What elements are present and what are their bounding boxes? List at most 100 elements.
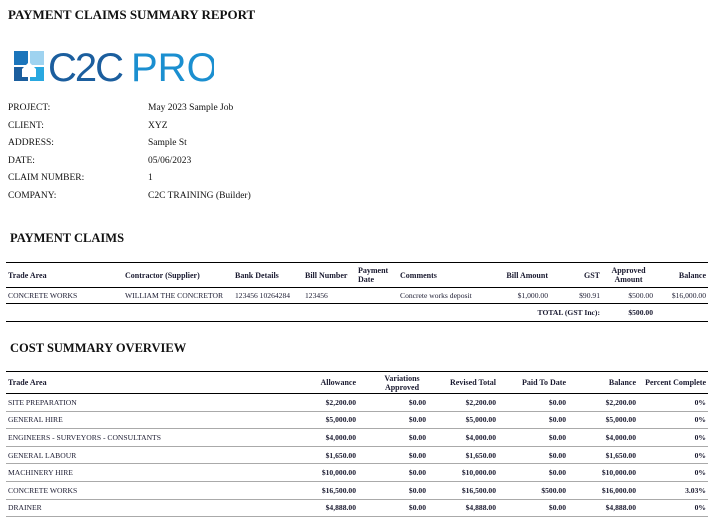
cell: $16,000.00 <box>601 485 636 495</box>
cell: $16,000.00 <box>671 291 706 300</box>
info-value: May 2023 Sample Job <box>148 103 234 113</box>
cell: $4,888.00 <box>605 503 636 513</box>
cell: $0.00 <box>548 503 566 513</box>
cell: SITE PREPARATION <box>8 397 77 407</box>
cell: WILLIAM THE CONCRETOR <box>125 291 224 300</box>
info-row-company: COMPANY: C2C TRAINING (Builder) <box>8 191 251 209</box>
payment-claims-table: Trade Area Contractor (Supplier) Bank De… <box>6 262 708 322</box>
info-value: 1 <box>148 173 153 184</box>
cell: $5,000.00 <box>325 415 356 425</box>
table-header-row: Trade Area Allowance Variations Approved… <box>6 371 708 394</box>
cell: $1,650.00 <box>465 450 496 460</box>
cell: 0% <box>694 468 706 478</box>
cell: $5,000.00 <box>465 415 496 425</box>
cell: $1,650.00 <box>325 450 356 460</box>
col-header: Percent Complete <box>645 378 706 387</box>
payment-claims-heading: PAYMENT CLAIMS <box>10 231 125 245</box>
cell: $10,000.00 <box>461 468 496 478</box>
cell: $500.00 <box>628 291 653 300</box>
cell: $0.00 <box>548 397 566 407</box>
report-info: PROJECT: May 2023 Sample Job CLIENT: XYZ A… <box>8 103 251 209</box>
cell: 0% <box>694 432 706 442</box>
col-header: Trade Area <box>8 270 47 280</box>
cell: $0.00 <box>548 450 566 460</box>
cell: $16,500.00 <box>461 485 496 495</box>
table-header-row: Trade Area Contractor (Supplier) Bank De… <box>6 262 708 288</box>
table-row: DRAINER $4,888.00 $0.00 $4,888.00 $0.00 $4,88… <box>6 499 708 517</box>
cell: $2,200.00 <box>325 397 356 407</box>
table-row: SITE PREPARATION $2,200.00 $0.00 $2,200.00 $… <box>6 394 708 412</box>
cell: $16,500.00 <box>321 485 356 495</box>
cell: $4,888.00 <box>465 503 496 513</box>
cell: $10,000.00 <box>321 468 356 478</box>
cell: $90.91 <box>579 291 600 300</box>
cost-summary-table: Trade Area Allowance Variations Approved… <box>6 371 708 517</box>
cell <box>356 288 398 304</box>
cell: $500.00 <box>541 485 566 495</box>
col-header: Bill Number <box>305 270 348 280</box>
total-value: $500.00 <box>628 308 653 317</box>
cell: $2,200.00 <box>605 397 636 407</box>
col-header: Paid To Date <box>521 378 566 387</box>
col-header: Revised Total <box>449 378 496 387</box>
cell: $0.00 <box>408 415 426 425</box>
table-row: ENGINEERS - SURVEYORS - CONSULTANTS $4,00… <box>6 429 708 447</box>
info-value: XYZ <box>148 120 168 131</box>
info-row-date: DATE: 05/06/2023 <box>8 156 251 174</box>
report-title: PAYMENT CLAIMS SUMMARY REPORT <box>8 7 256 22</box>
info-label: ADDRESS: <box>8 138 54 149</box>
cell: $0.00 <box>548 415 566 425</box>
info-label: CLIENT: <box>8 120 44 131</box>
cell: GENERAL LABOUR <box>8 450 77 460</box>
col-header: Contractor (Supplier) <box>125 270 200 280</box>
cell: $4,000.00 <box>325 432 356 442</box>
cell: 0% <box>694 397 706 407</box>
cell: $0.00 <box>408 432 426 442</box>
cell: $10,000.00 <box>601 468 636 478</box>
col-header: Comments <box>400 270 437 280</box>
table-row: CONCRETE WORKS $16,500.00 $0.00 $16,500.00 $… <box>6 481 708 500</box>
info-row-claim-number: CLAIM NUMBER: 1 <box>8 173 251 191</box>
info-label: COMPANY: <box>8 190 57 201</box>
col-header: Balance <box>678 270 706 280</box>
cell: DRAINER <box>8 503 42 513</box>
cell: $2,200.00 <box>465 397 496 407</box>
info-label: DATE: <box>8 155 35 166</box>
svg-text:PRO: PRO <box>131 47 214 85</box>
svg-text:C2C: C2C <box>48 47 123 85</box>
info-label: CLAIM NUMBER: <box>8 173 85 184</box>
info-label: PROJECT: <box>8 103 51 113</box>
cell: MACHINERY HIRE <box>8 468 73 478</box>
table-row: CONCRETE WORKS WILLIAM THE CONCRETOR 123… <box>6 288 708 304</box>
info-value: Sample St <box>148 138 187 149</box>
cell: $0.00 <box>408 450 426 460</box>
info-row-address: ADDRESS: Sample St <box>8 138 251 156</box>
cell: 3.03% <box>685 485 706 495</box>
col-header: Trade Area <box>8 378 47 387</box>
c2cpro-logo: C2C PRO <box>14 46 218 90</box>
cell: $0.00 <box>408 503 426 513</box>
col-header: Allowance <box>320 378 356 387</box>
cell: $0.00 <box>548 432 566 442</box>
cell: 0% <box>694 450 706 460</box>
table-row: GENERAL LABOUR $1,650.00 $0.00 $1,650.00 $0.… <box>6 446 708 464</box>
col-header: GST <box>583 270 600 280</box>
cell: GENERAL HIRE <box>8 415 63 425</box>
cell: 123456 10264284 <box>235 291 291 300</box>
cell: $4,888.00 <box>325 503 356 513</box>
cell: $4,000.00 <box>465 432 496 442</box>
cell: 0% <box>694 415 706 425</box>
cell: CONCRETE WORKS <box>8 291 78 300</box>
cell: Concrete works deposit <box>400 291 472 300</box>
cell: 123456 <box>305 291 328 300</box>
cell: $1,000.00 <box>517 291 548 300</box>
col-header: Variations Approved <box>384 373 420 392</box>
col-header: Balance <box>608 378 636 387</box>
cell: $1,650.00 <box>605 450 636 460</box>
info-row-client: CLIENT: XYZ <box>8 121 251 139</box>
total-row: TOTAL (GST Inc): $500.00 <box>6 304 708 322</box>
col-header: Bank Details <box>235 270 279 280</box>
total-label: TOTAL (GST Inc): <box>537 308 600 317</box>
info-value: C2C TRAINING (Builder) <box>148 190 251 201</box>
cell: $4,000.00 <box>605 432 636 442</box>
